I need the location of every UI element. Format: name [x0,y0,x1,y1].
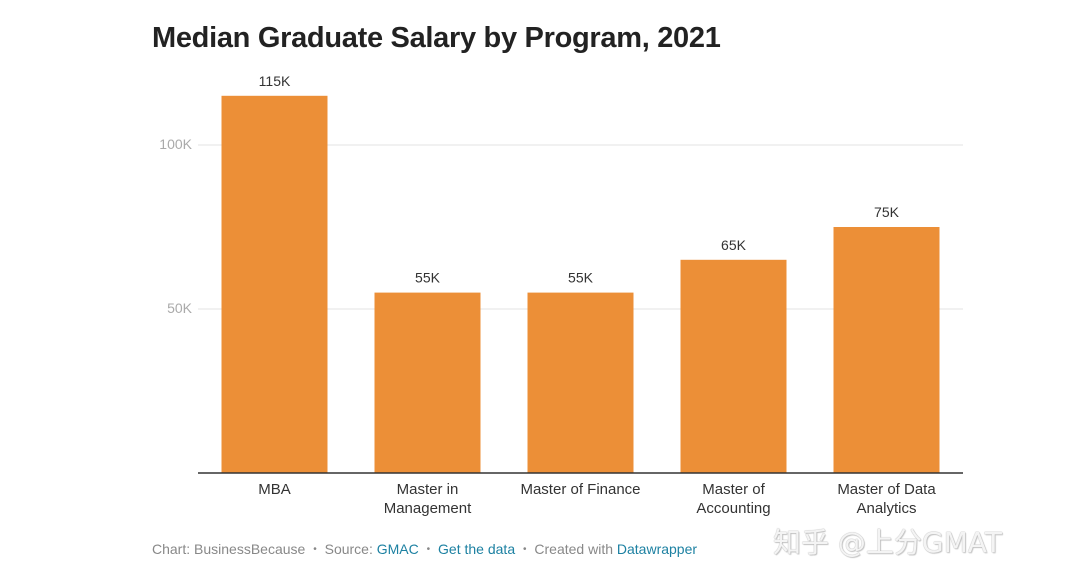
bar [680,259,787,473]
chart-credit: Chart: BusinessBecause [152,541,306,557]
bar-value-label: 55K [415,270,441,286]
footer-separator: • [523,544,527,555]
chart-footer: Chart: BusinessBecause • Source: GMAC • … [152,541,697,557]
x-category-label: Master of Finance [520,481,640,498]
get-the-data-link[interactable]: Get the data [438,541,516,557]
x-category-label: MBA [258,481,291,498]
x-category-label: Master of Data [837,481,936,498]
y-tick-label: 100K [159,136,192,152]
source-link[interactable]: GMAC [376,541,419,557]
source-label: Source: [324,541,373,557]
footer-separator: • [426,544,431,555]
x-category-label: Accounting [696,500,770,517]
watermark: 知乎 @上分GMAT [773,526,1002,559]
datawrapper-link[interactable]: Datawrapper [616,541,698,557]
bar [374,292,481,473]
x-category-label: Analytics [856,500,916,517]
x-category-label: Master in [397,481,459,498]
bar-value-label: 65K [721,237,747,253]
chart-title: Median Graduate Salary by Program, 2021 [152,22,721,54]
bar [221,95,328,474]
x-category-label: Master of [702,481,765,498]
bar [527,292,634,473]
bar [833,227,940,473]
created-with-label: Created with [534,541,613,557]
bar-value-label: 55K [568,270,594,286]
footer-separator: • [313,544,317,555]
bar-value-label: 75K [874,204,900,220]
bar-value-label: 115K [259,73,291,89]
x-category-label: Management [384,500,472,517]
y-tick-label: 50K [167,300,193,316]
